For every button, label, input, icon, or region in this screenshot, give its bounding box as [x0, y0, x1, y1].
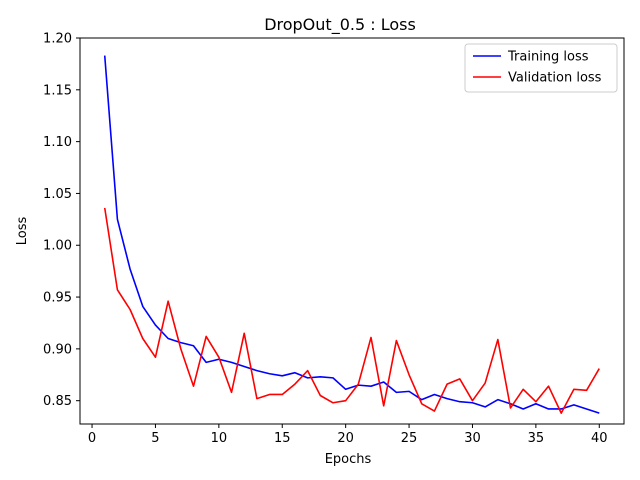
- x-tick-label: 30: [464, 431, 481, 446]
- x-tick-label: 15: [274, 431, 291, 446]
- y-tick-label: 0.95: [43, 291, 72, 306]
- legend-label-0: Training loss: [507, 50, 589, 65]
- x-tick-label: 20: [337, 431, 354, 446]
- series-line-0: [103, 55, 600, 414]
- x-tick-label: 5: [151, 431, 159, 446]
- x-tick-label: 25: [401, 431, 418, 446]
- y-tick-label: 0.90: [43, 342, 72, 357]
- x-tick-label: 0: [88, 431, 96, 446]
- y-tick-label: 1.00: [43, 239, 72, 254]
- y-tick-label: 1.10: [43, 135, 72, 150]
- legend: Training loss Validation loss: [464, 43, 618, 93]
- y-axis-label: Loss: [15, 217, 30, 246]
- y-tick-label: 0.85: [43, 394, 72, 409]
- axis-ticks: 0 5 10 15 20 25 30 35 40 0.85 0.90 0.95 1.00 1.05 1.10…: [43, 32, 607, 447]
- plot-area: [79, 37, 625, 425]
- plot-frame: [79, 37, 625, 425]
- x-tick-label: 40: [591, 431, 608, 446]
- legend-box: [464, 43, 618, 93]
- x-tick-label: 10: [211, 431, 228, 446]
- y-tick-label: 1.05: [43, 187, 72, 202]
- series-line-1: [103, 207, 600, 414]
- x-tick-label: 35: [528, 431, 545, 446]
- chart-title: DropOut_0.5 : Loss: [264, 15, 416, 35]
- y-tick-label: 1.15: [43, 83, 72, 98]
- x-axis-label: Epochs: [325, 452, 372, 467]
- y-tick-label: 1.20: [43, 32, 72, 47]
- legend-label-1: Validation loss: [508, 71, 602, 86]
